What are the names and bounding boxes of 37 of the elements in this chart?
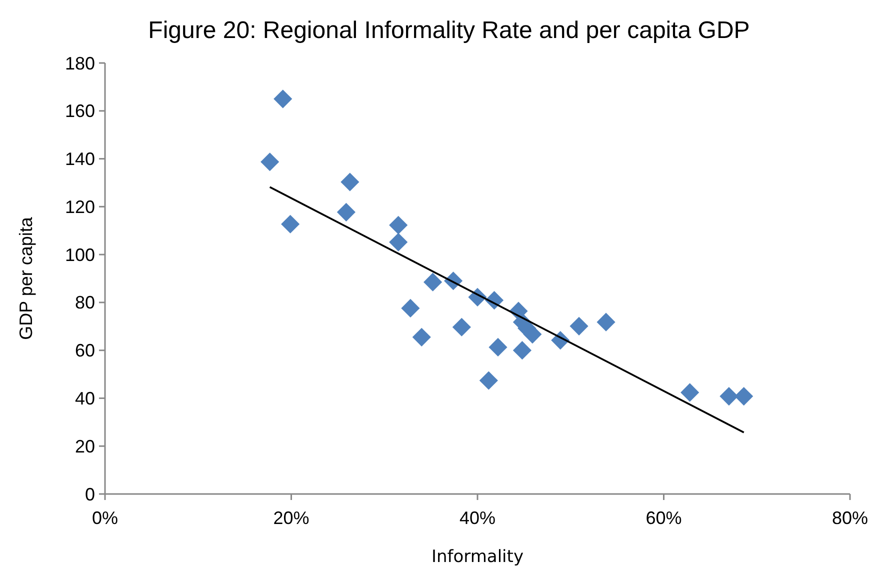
point [281,214,300,234]
point [389,232,408,252]
point [412,328,431,346]
point [720,387,738,406]
y-tick-label: 60 [74,340,95,361]
y-tick-label: 140 [64,149,95,170]
point [274,90,292,108]
point [488,338,508,357]
x-tick-label: 0% [92,508,118,528]
point [680,383,700,402]
point [512,341,532,360]
point [336,202,356,222]
y-tick-label: 40 [74,388,95,409]
y-axis-title: GDP per capita [16,216,36,340]
point [340,172,360,192]
point [452,318,471,336]
x-tick-label: 20% [273,508,310,528]
point [734,387,754,406]
point [389,216,408,234]
y-tick-label: 180 [64,53,95,74]
y-tick-label: 120 [64,196,95,217]
y-tick-label: 0 [84,484,95,504]
x-axis-title: Informality [431,547,524,567]
y-tick-label: 20 [74,436,95,456]
x-tick-label: 40% [459,508,496,528]
x-tick-label: 80% [832,508,868,528]
y-tick-label: 100 [64,244,95,265]
point [570,316,588,336]
x-tick-label: 60% [646,508,682,528]
point [596,312,616,332]
chart-title: Figure 20: Regional Informality Rate and per capita GDP [148,17,750,44]
y-tick-label: 80 [74,292,95,313]
y-tick-label: 160 [64,101,95,122]
point [424,272,442,292]
point [401,298,420,318]
point [479,371,498,390]
point [260,152,280,172]
